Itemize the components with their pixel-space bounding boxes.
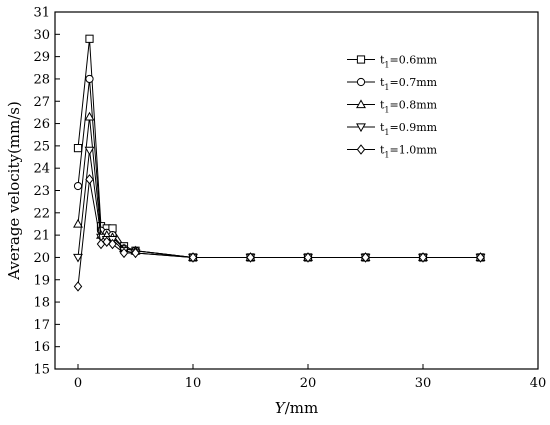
y-tick-label: 19 xyxy=(33,273,50,288)
y-tick-label: 16 xyxy=(33,340,50,355)
y-tick-label: 15 xyxy=(33,363,50,378)
y-tick-label: 30 xyxy=(33,28,50,43)
data-point xyxy=(84,111,95,121)
legend-label-main: t xyxy=(380,121,385,134)
legend-label-sub: 1 xyxy=(384,151,389,160)
data-point xyxy=(73,281,83,292)
x-tick-label: 20 xyxy=(300,376,317,391)
y-tick-label: 31 xyxy=(33,6,50,21)
x-tick-label: 30 xyxy=(415,376,432,391)
series-5 xyxy=(73,174,485,292)
legend-marker xyxy=(356,77,366,87)
data-point xyxy=(108,238,117,250)
data-point xyxy=(73,253,83,263)
data-point xyxy=(246,252,255,263)
x-tick-label: 0 xyxy=(74,376,82,391)
legend-marker xyxy=(356,55,366,64)
series-layer xyxy=(73,34,486,292)
legend-entry: t1=0.7mm xyxy=(347,76,438,92)
legend-entry: t1=0.9mm xyxy=(347,121,438,137)
series-line xyxy=(77,179,481,287)
y-tick-label: 26 xyxy=(33,117,50,132)
data-point xyxy=(85,34,94,43)
data-point xyxy=(73,218,83,228)
plot-border xyxy=(54,11,539,370)
legend-label: t1=0.9mm xyxy=(380,121,438,137)
legend-entry: t1=0.8mm xyxy=(347,99,438,115)
legend-label-sub: 1 xyxy=(384,61,389,70)
legend-marker xyxy=(356,99,366,109)
data-point xyxy=(418,252,428,263)
data-point xyxy=(361,252,370,263)
plot-frame xyxy=(54,11,539,370)
y-tick-label: 25 xyxy=(33,139,50,154)
legend-label-rest: =1.0mm xyxy=(390,144,438,157)
legend-label: t1=0.8mm xyxy=(380,99,438,115)
series-line xyxy=(77,150,481,258)
legend-label-rest: =0.7mm xyxy=(390,76,438,89)
y-tick-label: 28 xyxy=(33,72,50,87)
x-axis-title-var: Y xyxy=(275,399,287,417)
data-point xyxy=(73,144,83,153)
x-axis-title: Y/mm xyxy=(275,399,318,417)
legend-label-sub: 1 xyxy=(384,83,389,92)
y-tick-label: 24 xyxy=(33,162,50,177)
legend-label: t1=0.7mm xyxy=(380,76,438,92)
x-axis: 0 10 20 30 40 xyxy=(74,364,546,391)
y-tick-label: 20 xyxy=(33,251,50,266)
legend-marker xyxy=(356,123,366,133)
data-point xyxy=(85,74,94,84)
legend-label-rest: =0.8mm xyxy=(390,99,438,112)
y-tick-label: 29 xyxy=(33,50,50,65)
y-tick-label: 23 xyxy=(33,184,50,199)
y-tick-label: 18 xyxy=(33,296,50,311)
data-point xyxy=(73,181,83,191)
series-4 xyxy=(73,146,486,263)
legend-label-rest: =0.9mm xyxy=(390,121,438,134)
data-point xyxy=(102,236,111,248)
data-point xyxy=(131,247,140,259)
data-point xyxy=(119,247,129,259)
y-tick-label: 17 xyxy=(33,318,50,333)
data-point xyxy=(188,252,198,263)
legend-label-sub: 1 xyxy=(384,106,389,115)
y-tick-label: 27 xyxy=(33,95,50,110)
data-point xyxy=(84,146,95,156)
legend-entry: t1=0.6mm xyxy=(347,54,438,70)
x-tick-label: 10 xyxy=(185,376,202,391)
legend-marker xyxy=(356,144,366,155)
data-point xyxy=(85,174,94,185)
y-tick-label: 21 xyxy=(33,229,50,244)
legend-label-main: t xyxy=(380,99,385,112)
legend-label: t1=0.6mm xyxy=(380,54,438,70)
legend-label-sub: 1 xyxy=(384,128,389,137)
y-tick-label: 22 xyxy=(33,206,50,221)
y-axis: 15 16 17 18 19 20 21 22 23 24 25 26 27 28 29 30 31 xyxy=(33,6,60,378)
legend-label-main: t xyxy=(380,54,385,67)
legend-label-main: t xyxy=(380,144,385,157)
series-line xyxy=(77,116,481,258)
data-point xyxy=(476,252,485,263)
legend-entry: t1=1.0mm xyxy=(347,144,438,160)
data-point xyxy=(303,252,313,263)
series-3 xyxy=(73,111,486,262)
legend-label-main: t xyxy=(380,76,385,89)
legend-label-rest: =0.6mm xyxy=(390,54,438,67)
x-tick-label: 40 xyxy=(530,376,547,391)
x-axis-title-unit: /mm xyxy=(285,399,319,417)
legend-label: t1=1.0mm xyxy=(380,144,438,160)
y-axis-title: Average velocity(mm/s) xyxy=(5,101,23,281)
